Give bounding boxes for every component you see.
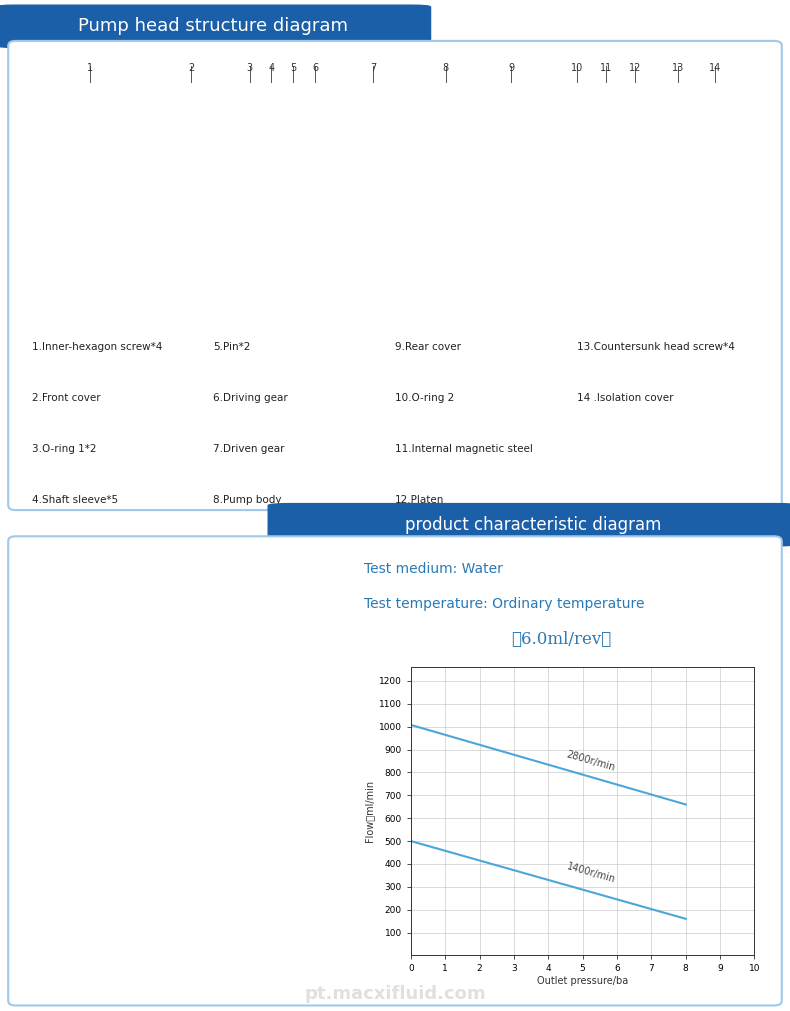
FancyBboxPatch shape [269, 503, 790, 546]
Text: Test temperature: Ordinary temperature: Test temperature: Ordinary temperature [363, 598, 644, 611]
Text: 【6.0ml/rev】: 【6.0ml/rev】 [511, 631, 611, 648]
Text: 7.Driven gear: 7.Driven gear [213, 444, 285, 454]
FancyBboxPatch shape [8, 40, 782, 511]
FancyBboxPatch shape [8, 536, 782, 1006]
Text: 7: 7 [370, 64, 376, 74]
Text: 6: 6 [312, 64, 318, 74]
Text: 4: 4 [269, 64, 274, 74]
Text: Test medium: Water: Test medium: Water [363, 562, 502, 575]
Text: 5.Pin*2: 5.Pin*2 [213, 342, 250, 352]
Text: 9: 9 [508, 64, 514, 74]
X-axis label: Outlet pressure/ba: Outlet pressure/ba [537, 977, 628, 986]
Text: Pump head structure diagram: Pump head structure diagram [78, 17, 348, 35]
Text: 6.Driving gear: 6.Driving gear [213, 392, 288, 402]
Text: 3.O-ring 1*2: 3.O-ring 1*2 [32, 444, 96, 454]
Text: 13.Countersunk head screw*4: 13.Countersunk head screw*4 [577, 342, 735, 352]
Text: 14 .Isolation cover: 14 .Isolation cover [577, 392, 673, 402]
Text: 14: 14 [709, 64, 721, 74]
Text: 8.Pump body: 8.Pump body [213, 494, 282, 504]
Text: 1: 1 [87, 64, 92, 74]
Text: 1.Inner-hexagon screw*4: 1.Inner-hexagon screw*4 [32, 342, 162, 352]
Text: 10: 10 [570, 64, 583, 74]
Text: pt.macxifluid.com: pt.macxifluid.com [304, 985, 486, 1003]
Text: 8: 8 [443, 64, 449, 74]
Text: 5: 5 [290, 64, 296, 74]
Text: 3: 3 [246, 64, 253, 74]
Text: 12.Platen: 12.Platen [395, 494, 445, 504]
Text: 11: 11 [600, 64, 612, 74]
Text: 11.Internal magnetic steel: 11.Internal magnetic steel [395, 444, 533, 454]
Text: 13: 13 [672, 64, 685, 74]
Text: 4.Shaft sleeve*5: 4.Shaft sleeve*5 [32, 494, 118, 504]
FancyBboxPatch shape [0, 5, 431, 48]
Text: 10.O-ring 2: 10.O-ring 2 [395, 392, 454, 402]
Text: 12: 12 [629, 64, 641, 74]
Text: 2: 2 [188, 64, 194, 74]
Text: 2800r/min: 2800r/min [566, 749, 617, 772]
Text: 1400r/min: 1400r/min [566, 861, 616, 885]
Text: 9.Rear cover: 9.Rear cover [395, 342, 461, 352]
Y-axis label: Flow：ml/min: Flow：ml/min [365, 780, 374, 842]
Text: 2.Front cover: 2.Front cover [32, 392, 100, 402]
Text: product characteristic diagram: product characteristic diagram [405, 516, 661, 534]
